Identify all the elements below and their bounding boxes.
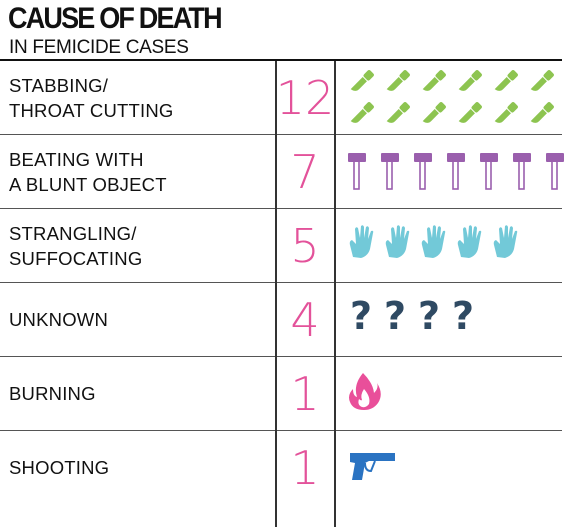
row-divider	[0, 356, 562, 357]
hammer-icon	[381, 153, 399, 190]
column-divider-left	[275, 61, 277, 527]
question-mark-icon: ?	[418, 295, 440, 335]
row-divider	[0, 208, 562, 209]
icon-tally	[347, 209, 567, 282]
knife-icon	[350, 102, 374, 123]
count-value: 1	[290, 440, 320, 495]
question-mark-icon: ?	[350, 295, 372, 335]
cause-label: UNKNOWN	[9, 309, 109, 330]
knife-icon	[422, 70, 446, 91]
hammer-icon	[480, 153, 498, 190]
table-row: BURNING 1	[0, 357, 570, 431]
hand-icon	[385, 225, 410, 258]
table-row: UNKNOWN 4????	[0, 283, 570, 357]
gun-icon	[350, 453, 395, 480]
knife-icon	[422, 102, 446, 123]
icon-tally	[347, 135, 567, 208]
hand-icon	[421, 225, 446, 258]
knife-icon	[386, 70, 410, 91]
column-divider-right	[334, 61, 336, 527]
hammer-icon	[546, 153, 564, 190]
cause-label: STABBING/ THROAT CUTTING	[9, 74, 174, 121]
question-mark-icon: ?	[384, 295, 406, 335]
chart-title: CAUSE OF DEATH	[8, 2, 223, 35]
hammer-icon	[447, 153, 465, 190]
table-row: BEATING WITH A BLUNT OBJECT 7	[0, 135, 570, 209]
knife-icon	[530, 70, 554, 91]
row-divider	[0, 134, 562, 135]
hammer-icon	[348, 153, 366, 190]
table-row: STRANGLING/ SUFFOCATING 5	[0, 209, 570, 283]
chart-subtitle: IN FEMICIDE CASES	[9, 37, 189, 58]
header-divider	[0, 59, 562, 61]
icon-tally	[347, 61, 567, 134]
question-mark-icon: ?	[452, 295, 474, 335]
hand-icon	[493, 225, 518, 258]
svg-text:?: ?	[350, 295, 372, 335]
cause-label: BURNING	[9, 383, 96, 404]
svg-text:?: ?	[384, 295, 406, 335]
hammer-icon	[414, 153, 432, 190]
icon-tally: ????	[347, 283, 567, 356]
row-divider	[0, 430, 562, 431]
table-row: SHOOTING 1	[0, 431, 570, 505]
svg-text:?: ?	[418, 295, 440, 335]
knife-icon	[458, 70, 482, 91]
count-value: 12	[275, 70, 335, 125]
knife-icon	[530, 102, 554, 123]
fire-icon	[349, 373, 381, 410]
cause-label: BEATING WITH A BLUNT OBJECT	[9, 148, 167, 195]
count-value: 5	[290, 218, 320, 273]
icon-tally	[347, 431, 567, 504]
hammer-icon	[513, 153, 531, 190]
hand-icon	[457, 225, 482, 258]
count-value: 4	[290, 292, 320, 347]
hand-icon	[349, 225, 374, 258]
knife-icon	[494, 102, 518, 123]
knife-icon	[350, 70, 374, 91]
count-value: 1	[290, 366, 320, 421]
svg-text:?: ?	[452, 295, 474, 335]
count-value: 7	[290, 144, 320, 199]
table-row: STABBING/ THROAT CUTTING 12	[0, 61, 570, 135]
knife-icon	[386, 102, 410, 123]
cause-label: SHOOTING	[9, 457, 110, 478]
row-divider	[0, 282, 562, 283]
icon-tally	[347, 357, 567, 430]
knife-icon	[494, 70, 518, 91]
knife-icon	[458, 102, 482, 123]
cause-label: STRANGLING/ SUFFOCATING	[9, 222, 143, 269]
